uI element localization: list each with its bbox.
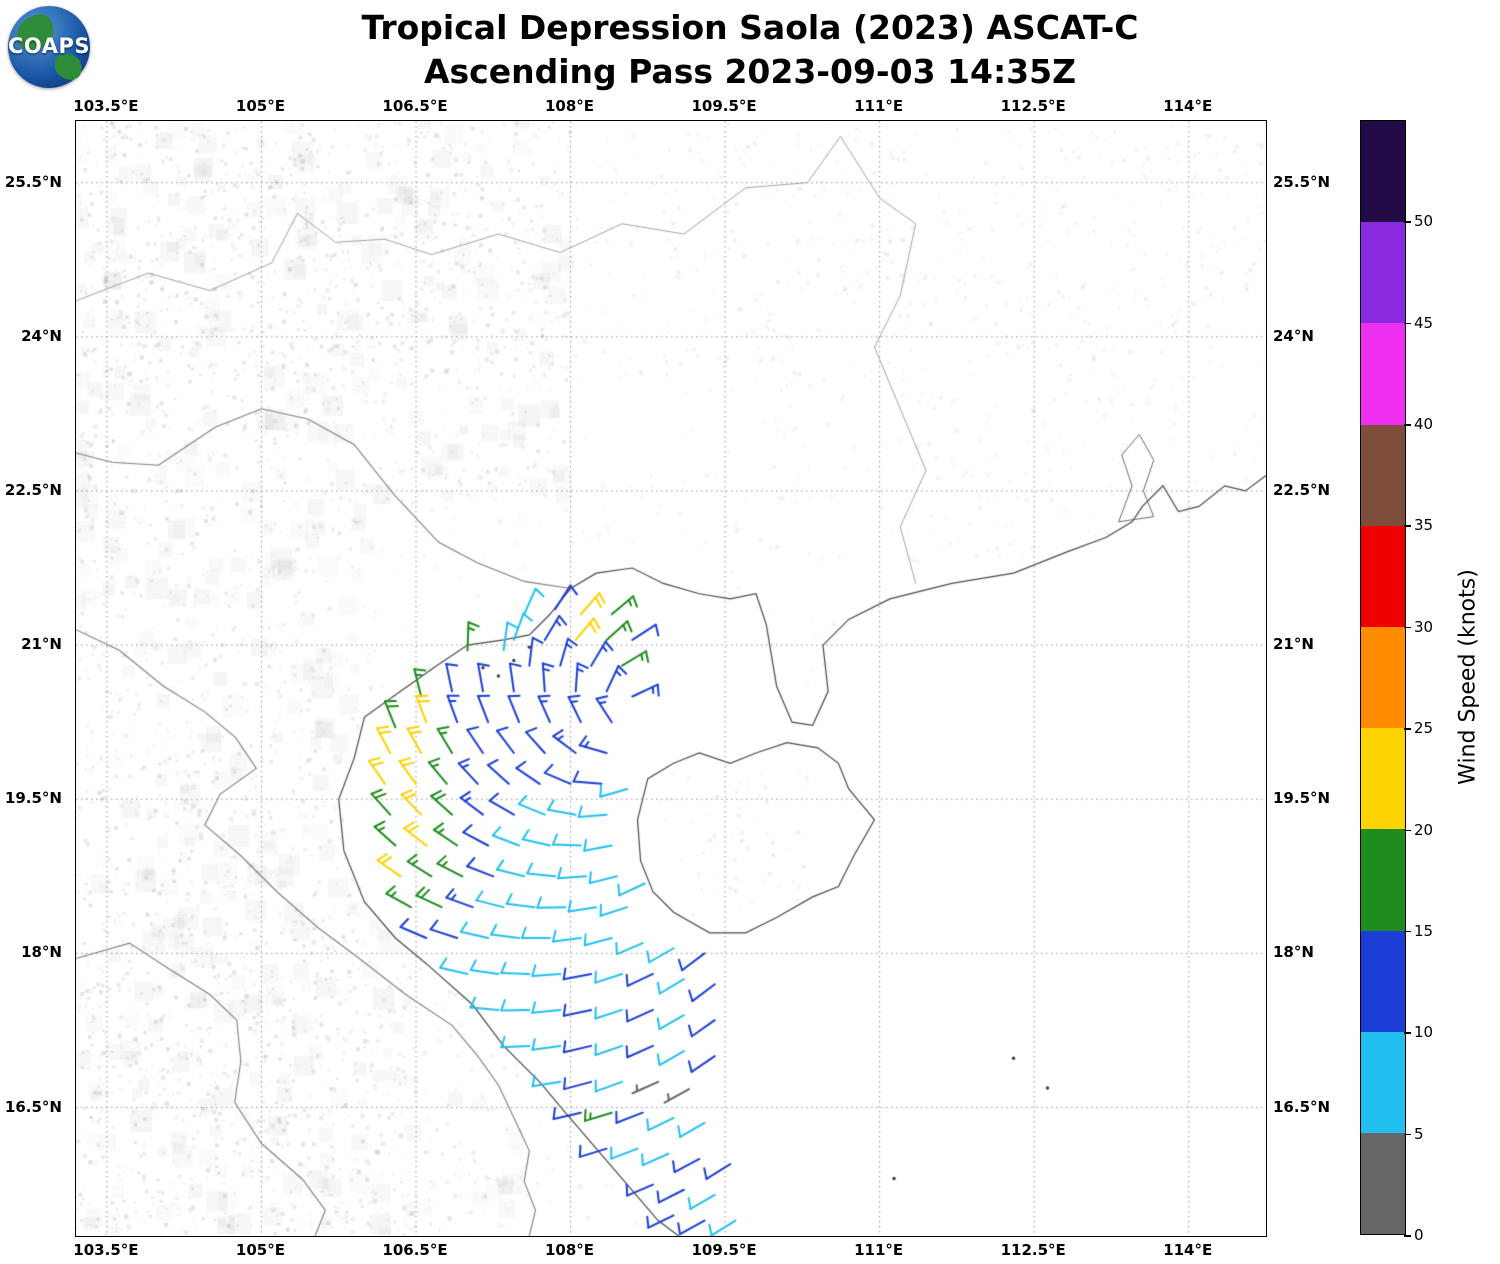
colorbar-segment — [1361, 829, 1405, 931]
lat-axis-left: 25.5°N 24°N 22.5°N 21°N 19.5°N 18°N 16.5°N — [0, 120, 68, 1235]
colorbar-tick-label: 5 — [1404, 1124, 1424, 1143]
lat-tick-label: 18°N — [1273, 943, 1314, 962]
plot-title-line2: Ascending Pass 2023-09-03 14:35Z — [423, 51, 1077, 91]
map-canvas — [76, 121, 1266, 1236]
plot-title-line1: Tropical Depression Saola (2023) ASCAT-C — [361, 8, 1139, 47]
lat-tick-label: 25.5°N — [4, 172, 62, 191]
colorbar-tick-label: 50 — [1403, 212, 1434, 231]
lon-tick-label: 105°E — [235, 97, 285, 115]
lat-tick-label: 22.5°N — [4, 480, 62, 499]
lat-axis-right: 25.5°N 24°N 22.5°N 21°N 19.5°N 18°N 16.5°N — [1269, 120, 1341, 1235]
lon-tick-label: 114°E — [1163, 97, 1213, 115]
lon-tick-label: 108°E — [545, 97, 595, 115]
logo-text: COAPS — [8, 33, 90, 58]
colorbar-ticks: 0 5 10 15 20 25 30 35 40 45 50 — [1403, 120, 1456, 1244]
lon-tick-label: 111°E — [854, 1241, 904, 1259]
colorbar-tick-label: 40 — [1403, 415, 1434, 434]
colorbar-tick-label: 20 — [1403, 820, 1434, 839]
lon-axis-top: 103.5°E 105°E 106.5°E 108°E 109.5°E 111°E 112.… — [73, 97, 1265, 119]
lat-tick-label: 18°N — [21, 943, 62, 962]
colorbar-tick-label: 25 — [1403, 719, 1434, 738]
colorbar-label: Wind Speed (knots) — [1455, 569, 1481, 785]
lon-tick-label: 106.5°E — [382, 1241, 448, 1259]
lon-axis-bottom: 103.5°E 105°E 106.5°E 108°E 109.5°E 111°E 112.… — [73, 1241, 1265, 1263]
lon-tick-label: 103.5°E — [73, 1241, 139, 1259]
lon-tick-label: 109.5°E — [691, 1241, 757, 1259]
colorbar-tick-label: 30 — [1403, 617, 1434, 636]
lat-tick-label: 21°N — [21, 635, 62, 654]
lon-tick-label: 112.5°E — [1000, 97, 1066, 115]
lat-tick-label: 22.5°N — [1273, 480, 1331, 499]
globe-icon — [8, 6, 90, 88]
colorbar-tick-label: 15 — [1403, 921, 1434, 940]
colorbar-segment — [1361, 323, 1405, 425]
lat-tick-label: 25.5°N — [1273, 172, 1331, 191]
colorbar-tick-label: 10 — [1403, 1023, 1434, 1042]
plot-title: Tropical Depression Saola (2023) ASCAT-C… — [0, 6, 1500, 93]
colorbar-segment — [1361, 728, 1405, 830]
colorbar-tick-label: 35 — [1403, 516, 1434, 535]
colorbar-segment — [1361, 1031, 1405, 1133]
lon-tick-label: 108°E — [545, 1241, 595, 1259]
coaps-logo: COAPS — [8, 6, 90, 88]
lat-tick-label: 24°N — [21, 326, 62, 345]
map-plot — [75, 120, 1267, 1237]
colorbar-segment — [1361, 1132, 1405, 1235]
colorbar-tick-label: 45 — [1403, 313, 1434, 332]
lat-tick-label: 21°N — [1273, 635, 1314, 654]
colorbar-segment — [1361, 930, 1405, 1032]
lat-tick-label: 24°N — [1273, 326, 1314, 345]
colorbar-segment — [1361, 525, 1405, 627]
lon-tick-label: 103.5°E — [73, 97, 139, 115]
lon-tick-label: 114°E — [1163, 1241, 1213, 1259]
lat-tick-label: 16.5°N — [1273, 1097, 1331, 1116]
lat-tick-label: 19.5°N — [1273, 789, 1331, 808]
colorbar-segment — [1361, 121, 1405, 223]
colorbar-segment — [1361, 222, 1405, 324]
lon-tick-label: 111°E — [854, 97, 904, 115]
colorbar-tick-label: 0 — [1404, 1226, 1424, 1244]
lon-tick-label: 112.5°E — [1000, 1241, 1066, 1259]
colorbar-segment — [1361, 424, 1405, 526]
colorbar-segment — [1361, 626, 1405, 729]
colorbar — [1360, 120, 1406, 1235]
lon-tick-label: 106.5°E — [382, 97, 448, 115]
lat-tick-label: 16.5°N — [4, 1097, 62, 1116]
lon-tick-label: 105°E — [235, 1241, 285, 1259]
lon-tick-label: 109.5°E — [691, 97, 757, 115]
lat-tick-label: 19.5°N — [4, 789, 62, 808]
